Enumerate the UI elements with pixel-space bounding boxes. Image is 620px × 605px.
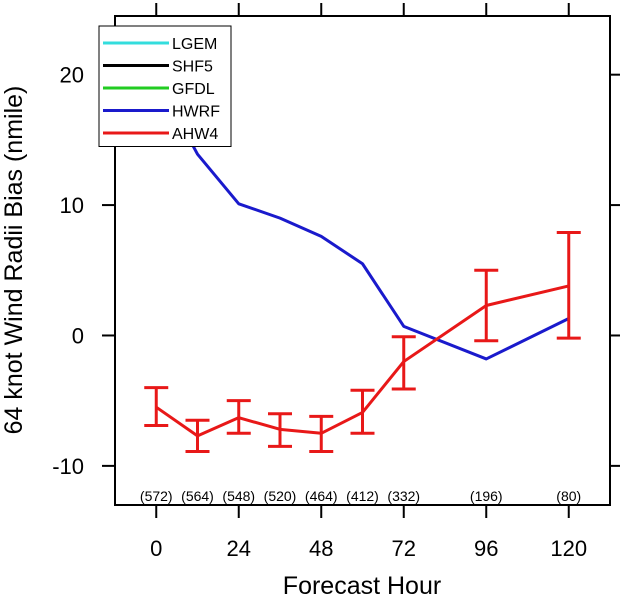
sample-count-label: (464) <box>305 488 338 504</box>
y-tick-label: 20 <box>60 63 84 88</box>
sample-count-label: (520) <box>264 488 297 504</box>
x-tick-label: 24 <box>227 536 251 561</box>
ahw4-error-bar <box>144 386 169 427</box>
ahw4-error-bar <box>474 268 499 343</box>
legend-label: HWRF <box>172 104 220 121</box>
ahw4-error-bar <box>185 418 210 454</box>
x-tick-label: 48 <box>309 536 333 561</box>
legend-entry-hwrf: HWRF <box>103 104 220 121</box>
legend-entry-ahw4: AHW4 <box>103 126 218 143</box>
y-tick-label: 0 <box>72 323 84 348</box>
y-axis-label: 64 knot Wind Radii Bias (nmile) <box>0 86 28 435</box>
x-axis-ticks: 0 24 48 72 96 120 <box>150 3 587 561</box>
legend-label: LGEM <box>172 36 217 53</box>
hwrf-series-line <box>154 76 570 361</box>
legend: LGEM SHF5 GFDL HWRF AHW4 <box>98 25 232 147</box>
ahw4-error-bar <box>556 230 581 340</box>
sample-count-label: (412) <box>346 488 379 504</box>
legend-label: SHF5 <box>172 59 213 76</box>
x-tick-label: 120 <box>550 536 587 561</box>
sample-count-label: (332) <box>387 488 420 504</box>
y-axis-ticks: -10 0 10 20 <box>52 63 620 479</box>
legend-label: GFDL <box>172 81 215 98</box>
y-tick-label: 10 <box>60 193 84 218</box>
legend-entry-shf5: SHF5 <box>103 59 213 76</box>
ahw4-error-bar <box>309 414 334 454</box>
legend-entry-lgem: LGEM <box>103 36 217 53</box>
x-tick-label: 0 <box>150 536 162 561</box>
sample-count-label: (196) <box>470 488 503 504</box>
sample-counts: (572) (564) (548) (520) (464) (412) (332) (196)… <box>140 488 581 504</box>
ahw4-error-bar <box>350 388 375 435</box>
legend-label: AHW4 <box>172 126 218 143</box>
x-tick-label: 72 <box>392 536 416 561</box>
legend-box <box>98 25 232 147</box>
series-layer <box>144 76 581 454</box>
sample-count-label: (548) <box>222 488 255 504</box>
ahw4-error-bar <box>391 335 416 391</box>
sample-count-label: (80) <box>556 488 581 504</box>
ahw4-error-bar <box>268 412 292 448</box>
x-tick-label: 96 <box>474 536 498 561</box>
sample-count-label: (564) <box>181 488 214 504</box>
ahw4-error-bar <box>226 399 251 435</box>
x-axis-label: Forecast Hour <box>283 572 441 600</box>
plot-frame <box>114 15 611 506</box>
y-tick-label: -10 <box>52 454 84 479</box>
sample-count-label: (572) <box>140 488 173 504</box>
legend-entry-gfdl: GFDL <box>103 81 215 98</box>
